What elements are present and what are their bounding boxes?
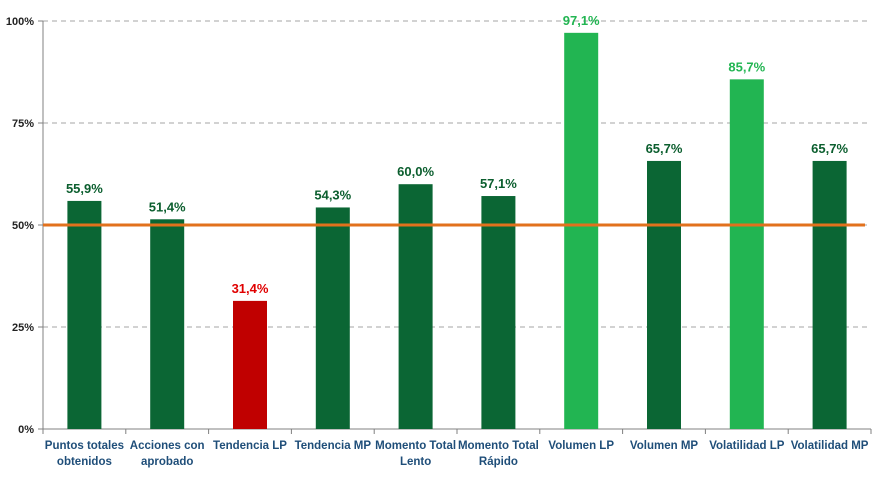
data-label: 60,0% bbox=[397, 164, 434, 179]
y-tick-label: 0% bbox=[18, 424, 34, 436]
category-label: Puntos totales bbox=[45, 440, 124, 452]
data-label: 55,9% bbox=[66, 181, 103, 196]
category-label: Volatilidad LP bbox=[709, 440, 785, 452]
data-label: 65,7% bbox=[646, 141, 683, 156]
category-label: obtenidos bbox=[57, 456, 112, 468]
bar bbox=[812, 160, 847, 429]
category-label: Volumen LP bbox=[548, 440, 614, 452]
data-label: 57,1% bbox=[480, 176, 517, 191]
data-label: 97,1% bbox=[563, 13, 600, 28]
data-label: 65,7% bbox=[811, 141, 848, 156]
bar bbox=[647, 160, 681, 429]
category-label: Acciones con bbox=[130, 440, 205, 452]
category-label: Rápido bbox=[479, 456, 518, 468]
category-label: Momento Total bbox=[375, 440, 456, 452]
data-label: 31,4% bbox=[232, 281, 269, 296]
bar bbox=[398, 184, 433, 429]
category-label: Momento Total bbox=[458, 440, 539, 452]
category-label: Tendencia MP bbox=[295, 440, 372, 452]
y-tick-label: 100% bbox=[6, 16, 34, 28]
bar bbox=[233, 300, 267, 429]
bar bbox=[729, 79, 764, 430]
category-label: Lento bbox=[400, 456, 431, 468]
category-labels: Puntos totales obtenidos Acciones con aprob… bbox=[45, 440, 869, 468]
data-label: 54,3% bbox=[314, 187, 351, 202]
category-label: Tendencia LP bbox=[213, 440, 287, 452]
y-tick-label: 50% bbox=[12, 220, 34, 232]
y-tick-label: 25% bbox=[12, 322, 34, 334]
data-label: 85,7% bbox=[728, 59, 765, 74]
category-label: Volumen MP bbox=[630, 440, 698, 452]
category-label: aprobado bbox=[141, 456, 193, 468]
bar bbox=[564, 32, 599, 429]
y-tick-labels: 0% 25% 50% 75% 100% bbox=[6, 16, 34, 436]
data-label: 51,4% bbox=[149, 199, 186, 214]
bars bbox=[67, 32, 847, 430]
data-labels: 55,9% 51,4% 31,4% 54,3% 60,0% 57,1% 97,1% 65,7%… bbox=[66, 13, 849, 296]
y-tick-label: 75% bbox=[12, 118, 34, 130]
bar bbox=[481, 196, 516, 429]
category-label: Volatilidad MP bbox=[791, 440, 869, 452]
bar bbox=[315, 207, 350, 429]
bar bbox=[150, 219, 185, 429]
bar bbox=[67, 200, 102, 429]
